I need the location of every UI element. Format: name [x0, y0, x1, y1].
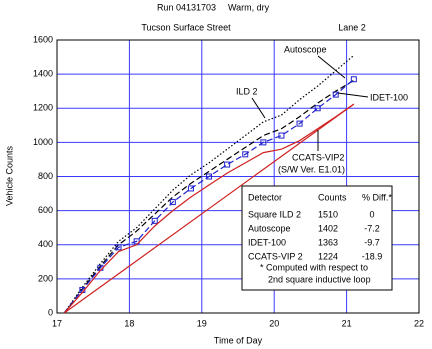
arrow	[317, 55, 346, 79]
x-tick-label: 21	[342, 318, 352, 328]
arrow	[337, 92, 369, 98]
table-cell: 1363	[318, 237, 338, 247]
lane-label: Lane 2	[338, 22, 366, 32]
table-cell: 1510	[318, 209, 338, 219]
table-header: Counts	[318, 192, 347, 202]
plot	[63, 54, 357, 314]
y-tick-label: 1600	[33, 34, 53, 44]
marker	[115, 244, 122, 251]
reference-line	[63, 103, 355, 314]
marker	[224, 161, 231, 168]
marker	[314, 105, 321, 112]
table-header: Detector	[248, 192, 282, 202]
table-header: % Diff.*	[362, 192, 392, 202]
table: Detector Counts % Diff.* Square ILD 2 1510 0 A…	[248, 192, 392, 284]
table-cell: -18.9	[362, 251, 383, 261]
y-tick-label: 600	[38, 205, 53, 215]
marker	[296, 120, 303, 127]
series-label: Autoscope	[284, 44, 327, 54]
marker	[169, 199, 176, 206]
marker	[151, 217, 158, 224]
marker	[278, 132, 285, 139]
y-tick-label: 1200	[33, 103, 53, 113]
table-footnote: * Computed with respect to	[260, 262, 368, 272]
y-tick-label: 400	[38, 239, 53, 249]
plot-frame	[56, 39, 420, 314]
table-cell: CCATS-VIP 2	[248, 251, 303, 261]
table-cell: 0	[369, 209, 374, 219]
series-label: IDET-100	[370, 92, 408, 102]
y-tick-label: 0	[48, 307, 53, 317]
y-axis-title: Vehicle Counts	[4, 145, 14, 206]
table-cell: Square ILD 2	[248, 209, 301, 219]
marker	[187, 185, 194, 192]
table-cell: -9.7	[364, 237, 380, 247]
chart-subtitle: Warm, dry	[228, 2, 270, 12]
series-line	[63, 79, 355, 314]
site-label: Tucson Surface Street	[141, 22, 231, 32]
y-tick-label: 200	[38, 273, 53, 283]
x-tick-label: 17	[52, 318, 62, 328]
table-cell: Autoscope	[248, 223, 291, 233]
table-cell: 1224	[318, 251, 338, 261]
series-line	[63, 54, 355, 314]
marker	[242, 151, 249, 158]
x-tick-label: 20	[269, 318, 279, 328]
x-tick-label: 22	[414, 318, 424, 328]
table-cell: 1402	[318, 223, 338, 233]
x-axis-title: Time of Day	[214, 335, 263, 345]
chart-title: Run 04131703	[157, 2, 216, 12]
y-tick-label: 1400	[33, 69, 53, 79]
marker	[206, 173, 213, 180]
arrow	[251, 97, 266, 119]
table-footnote: 2nd square inductive loop	[268, 274, 371, 284]
table-cell: -7.2	[364, 223, 380, 233]
series-line	[63, 103, 355, 314]
y-tick-label: 800	[38, 171, 53, 181]
y-tick-label: 1000	[33, 137, 53, 147]
marker	[260, 139, 267, 146]
series-label: ILD 2	[236, 86, 258, 96]
note: (S/W Ver. E1.01)	[278, 164, 345, 174]
series-label: CCATS-VIP2	[292, 152, 344, 162]
series-line	[63, 78, 355, 314]
x-tick-label: 19	[197, 318, 207, 328]
marker	[350, 76, 357, 83]
marker	[332, 91, 339, 98]
table-box	[241, 185, 393, 291]
x-tick-label: 18	[124, 318, 134, 328]
table-cell: IDET-100	[248, 237, 286, 247]
